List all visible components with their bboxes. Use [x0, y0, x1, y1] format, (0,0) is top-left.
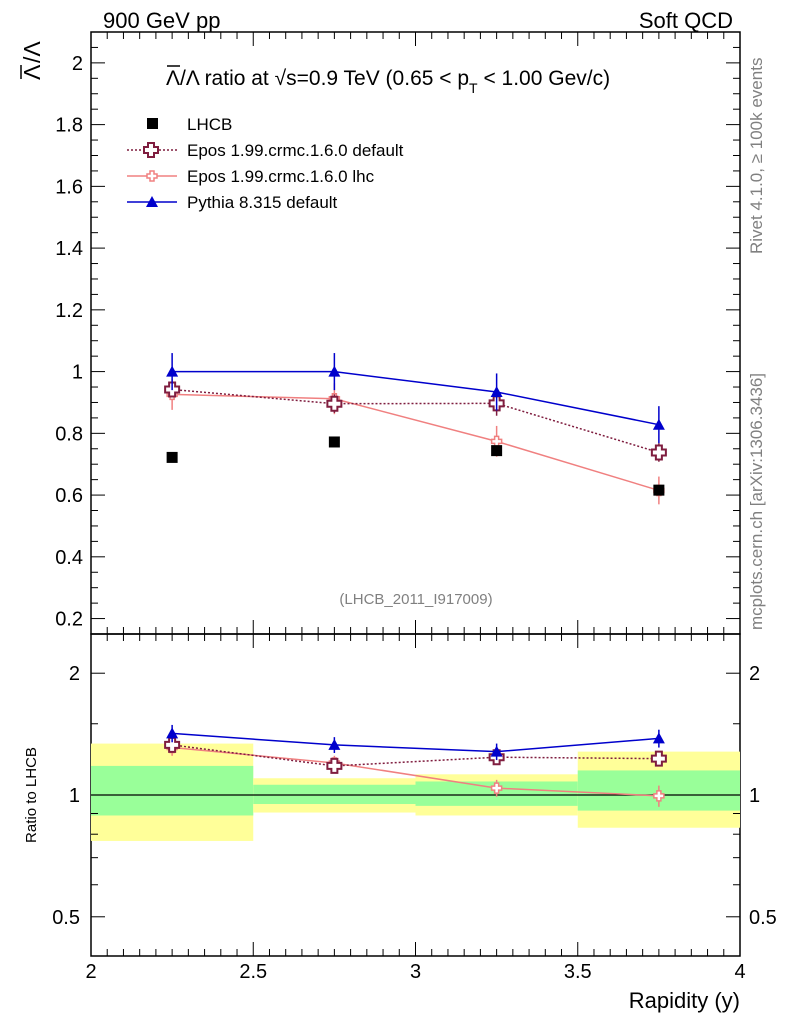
y-tick-label: 1.6 [55, 176, 83, 198]
x-tick-label: 3 [410, 961, 421, 983]
header-energy-label: 900 GeV pp [103, 8, 220, 33]
legend-marker-lhcb [147, 118, 158, 129]
ratio-point-pythia-8-315-default [166, 727, 179, 739]
title-bar-lambda: Λ [166, 67, 180, 90]
legend-marker-epos-default [143, 142, 159, 158]
legend-label-epos-default: Epos 1.99.crmc.1.6.0 default [187, 141, 404, 160]
y-tick-label: 1.2 [55, 300, 83, 322]
title-pt-subscript: T [469, 80, 478, 96]
ratio-y-tick-label: 1 [69, 785, 80, 807]
main-point-lhcb [328, 436, 340, 448]
x-axis-label: Rapidity (y) [629, 988, 740, 1013]
x-tick-label: 2 [85, 961, 96, 983]
x-tick-label: 3.5 [564, 961, 592, 983]
ratio-point-pythia-8-315-default [490, 745, 503, 757]
y-label-rest: /Λ [19, 41, 45, 63]
ratio-point-epos-1-99-crmc-1-6-0-lhc [490, 782, 503, 794]
ratio-point-epos-1-99-crmc-1-6-0-default [164, 736, 181, 753]
main-point-lhcb [653, 484, 665, 496]
x-tick-label: 4 [734, 961, 745, 983]
main-point-epos-1-99-crmc-1-6-0-default [326, 395, 343, 412]
main-series [164, 353, 667, 505]
x-tick-label: 2.5 [239, 961, 267, 983]
ratio-y-tick-label-right: 0.5 [749, 907, 777, 929]
title-post: < 1.00 Gev/c) [478, 67, 610, 90]
ratio-point-pythia-8-315-default [652, 732, 665, 744]
ratio-point-epos-1-99-crmc-1-6-0-default [326, 757, 343, 774]
y-tick-label: 1.8 [55, 115, 83, 137]
y-tick-label: 0.4 [55, 547, 83, 569]
ratio-point-epos-1-99-crmc-1-6-0-lhc [653, 790, 665, 802]
ratio-y-tick-label-right: 1 [749, 785, 760, 807]
main-point-lhcb [166, 451, 178, 463]
svg-text:Λ/Λ ratio at √s=0.9 TeV (0.65: Λ/Λ ratio at √s=0.9 TeV (0.65 < pT < 1.0… [166, 67, 610, 96]
y-tick-label: 0.2 [55, 609, 83, 631]
main-point-pythia-8-315-default [166, 365, 179, 377]
legend: LHCB Epos 1.99.crmc.1.6.0 default Epos 1… [127, 115, 404, 212]
y-tick-label: 1.4 [55, 238, 83, 260]
ratio-y-tick-label: 0.5 [52, 907, 80, 929]
mcplots-label: mcplots.cern.ch [arXiv:1306.3436] [747, 373, 766, 630]
legend-marker-pythia [146, 196, 158, 207]
ratio-y-axis-label: Ratio to LHCB [23, 747, 40, 843]
y-tick-label: 2 [72, 53, 83, 75]
legend-label-lhcb: LHCB [187, 115, 232, 134]
main-line-pythia-8-315-default [172, 370, 660, 426]
y-tick-label: 0.6 [55, 485, 83, 507]
main-point-pythia-8-315-default [652, 418, 665, 430]
y-label-bar-lambda: Λ [19, 64, 45, 80]
title-mid: /Λ ratio at √s=0.9 TeV (0.65 < p [180, 67, 469, 90]
y-tick-label: 1 [72, 362, 83, 384]
ratio-line-pythia-8-315-default [172, 732, 659, 753]
main-point-epos-1-99-crmc-1-6-0-lhc [490, 435, 503, 448]
y-tick-label: 0.8 [55, 423, 83, 445]
legend-marker-epos-lhc [146, 170, 158, 182]
ratio-point-epos-1-99-crmc-1-6-0-default [650, 750, 667, 767]
ratio-series [164, 724, 667, 807]
main-line-epos-1-99-crmc-1-6-0-lhc [172, 393, 660, 492]
legend-label-epos-lhc: Epos 1.99.crmc.1.6.0 lhc [187, 167, 375, 186]
legend-label-pythia: Pythia 8.315 default [187, 193, 338, 212]
ratio-y-tick-label: 2 [69, 663, 80, 685]
ratio-line-epos-1-99-crmc-1-6-0-default [172, 744, 659, 767]
ratio-y-tick-label-right: 2 [749, 663, 760, 685]
main-y-axis-label: Λ /Λ [19, 41, 45, 80]
rivet-version-label: Rivet 4.1.0, ≥ 100k events [747, 58, 766, 254]
band-green-0 [91, 765, 254, 816]
main-point-pythia-8-315-default [490, 385, 503, 397]
main-line-epos-1-99-crmc-1-6-0-default [172, 388, 660, 454]
ratio-point-pythia-8-315-default [328, 738, 341, 750]
header-category-label: Soft QCD [639, 8, 733, 33]
analysis-id-label: (LHCB_2011_I917009) [339, 591, 492, 608]
main-point-lhcb [491, 445, 503, 457]
main-point-pythia-8-315-default [328, 365, 341, 377]
main-point-epos-1-99-crmc-1-6-0-default [650, 444, 667, 461]
axes: 2 2.5 3 3.5 4 0.2 0.4 0.6 0.8 1 1.2 1.4 1.6 1.8 2 0.5 0.… [52, 31, 777, 983]
main-title: Λ/Λ ratio at √s=0.9 TeV (0.65 < pT < 1.0… [166, 65, 610, 96]
